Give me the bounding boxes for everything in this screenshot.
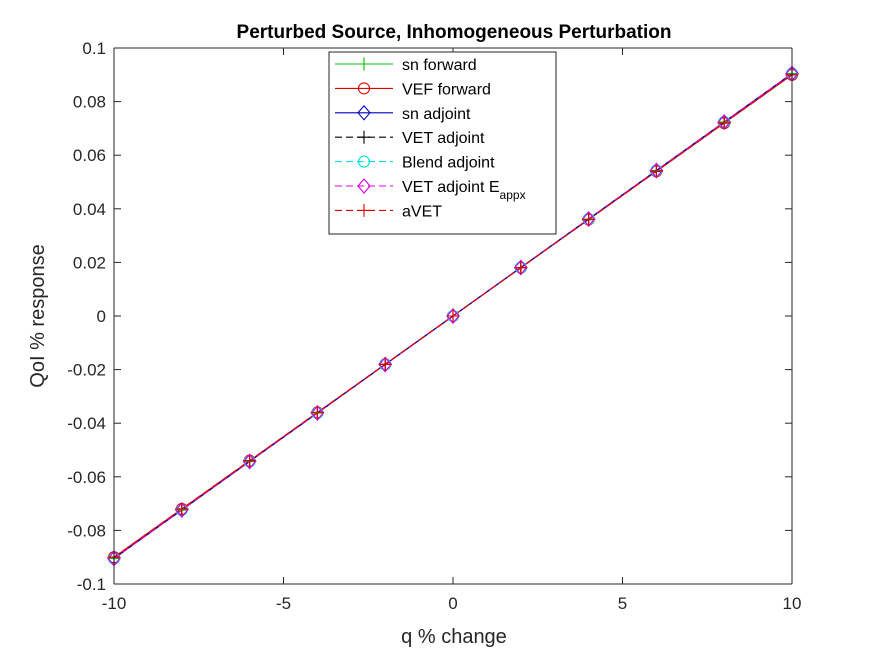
y-tick-label: 0.1 <box>82 39 106 58</box>
y-tick-label: 0 <box>97 307 106 326</box>
data-point-s5-1 <box>175 502 189 518</box>
data-point-s6-5 <box>446 309 460 323</box>
y-tick-label: 0.08 <box>73 93 106 112</box>
data-point-s6-8 <box>649 164 663 178</box>
y-tick-label: 0.02 <box>73 253 106 272</box>
y-tick-label: -0.04 <box>67 414 106 433</box>
x-tick-label: 0 <box>448 594 457 613</box>
x-tick-label: -5 <box>276 594 291 613</box>
legend-marker <box>357 178 371 194</box>
legend-marker <box>357 57 371 71</box>
data-point-s6-4 <box>378 357 392 371</box>
data-point-s6-7 <box>582 213 596 227</box>
y-tick-label: 0.04 <box>73 200 106 219</box>
legend-marker <box>357 130 371 144</box>
x-tick-label: 5 <box>618 594 627 613</box>
legend-label: Blend adjoint <box>402 155 495 172</box>
legend: sn forward VEF forward sn adjoint VET adjoi… <box>328 51 557 235</box>
y-axis-label: QoI % response <box>27 244 49 387</box>
legend-marker <box>357 155 371 168</box>
data-point-s6-1 <box>175 502 189 516</box>
legend-marker <box>357 104 371 121</box>
data-point-s6-2 <box>243 454 257 468</box>
legend-box <box>328 51 557 235</box>
data-point-s6-6 <box>514 261 528 275</box>
legend-entry-4: Blend adjoint <box>335 155 495 172</box>
legend-entry-1: VEF forward <box>335 81 491 98</box>
legend-entry-3: VET adjoint <box>335 130 485 147</box>
series-line-6 <box>113 74 793 558</box>
legend-marker <box>357 82 371 95</box>
series-line-5 <box>113 73 793 559</box>
x-tick-label: -10 <box>102 594 127 613</box>
y-tick-label: 0.06 <box>73 146 106 165</box>
legend-marker <box>357 203 371 217</box>
data-point-s5-6 <box>514 259 528 276</box>
y-tick-label: -0.02 <box>67 361 106 380</box>
legend-entry-6: aVET <box>335 203 442 220</box>
y-tick-label: -0.1 <box>77 575 106 594</box>
data-point-s5-5 <box>446 308 460 324</box>
legend-label-subscript: appx <box>500 188 526 202</box>
y-tick-label: -0.08 <box>67 521 106 540</box>
legend-label: sn adjoint <box>402 106 471 123</box>
legend-label: VET adjoint <box>402 130 485 147</box>
x-axis-label: q % change <box>401 626 507 648</box>
data-point-s5-3 <box>310 405 325 421</box>
data-point-s5-4 <box>378 356 392 373</box>
x-tick-label: 10 <box>783 594 802 613</box>
data-point-s6-3 <box>310 405 324 419</box>
chart-title: Perturbed Source, Inhomogeneous Perturba… <box>237 22 672 43</box>
legend-label: aVET <box>402 203 442 220</box>
legend-entry-0: sn forward <box>335 57 477 74</box>
data-point-s6-9 <box>717 116 731 130</box>
legend-label: VEF forward <box>402 81 491 98</box>
y-tick-label: -0.06 <box>67 468 106 487</box>
legend-label: sn forward <box>402 57 477 74</box>
data-point-s5-2 <box>242 453 257 470</box>
plot-area: -10 -5 0 5 10 -0.1 -0.08 -0.06 -0.04 -0.02 0 0.02 0.… <box>67 39 801 613</box>
legend-entry-2: sn adjoint <box>335 104 471 123</box>
